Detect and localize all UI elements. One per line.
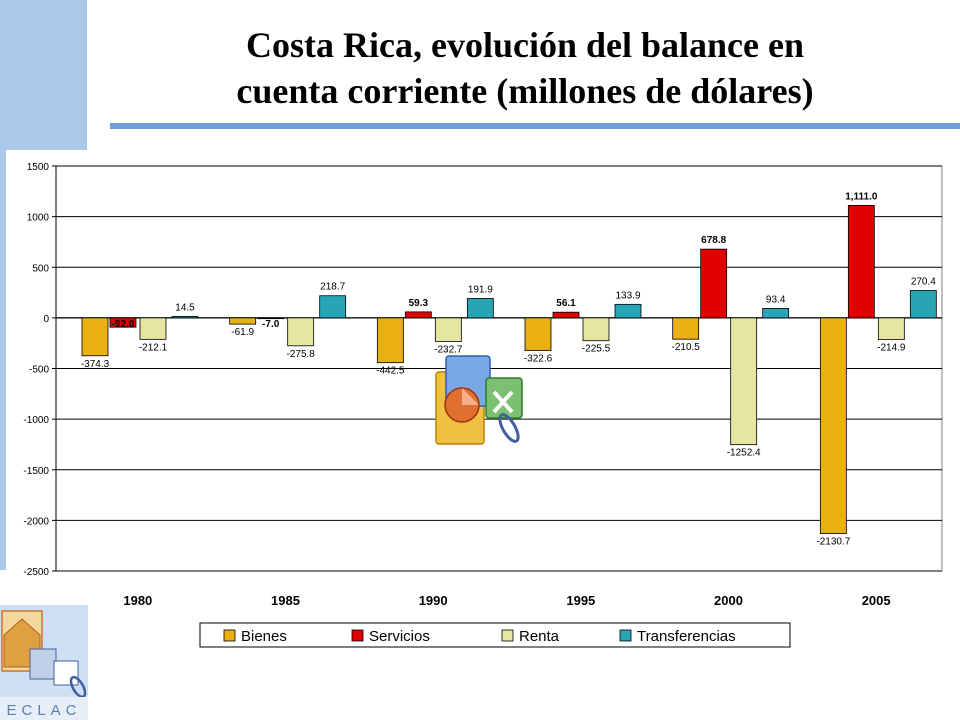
bar-transferencias-1995 — [614, 303, 642, 319]
bar-bienes-1980 — [81, 317, 109, 357]
data-label: -61.9 — [231, 327, 254, 338]
bar-servicios-1995 — [552, 311, 580, 319]
bar-transferencias-2005 — [909, 290, 937, 319]
legend-label-bienes: Bienes — [241, 628, 287, 645]
slide-title-line-1: Costa Rica, evolución del balance en — [246, 25, 804, 65]
chart-data-labels: -374.3 -61.9 -442.5 -322.6 -210.5 -2130.7 -92.… — [81, 191, 936, 547]
data-label: -212.1 — [139, 342, 168, 353]
data-label: 59.3 — [409, 298, 429, 309]
chart-gridlines — [55, 165, 943, 572]
legend-label-servicios: Servicios — [369, 628, 430, 645]
data-label: 1,111.0 — [845, 191, 878, 202]
bar-renta-1980 — [139, 317, 167, 340]
data-label: -92.0 — [112, 319, 135, 330]
y-tick-label: -500 — [29, 365, 49, 376]
bar-servicios-2005 — [847, 204, 875, 319]
legend-label-transferencias: Transferencias — [637, 628, 736, 645]
y-tick-label: 0 — [43, 314, 49, 325]
bar-bienes-1995 — [524, 317, 552, 351]
bar-bienes-2000 — [672, 317, 700, 340]
bar-bienes-2005 — [819, 317, 847, 535]
data-label: 56.1 — [556, 298, 576, 309]
title-underline — [110, 123, 960, 129]
y-tick-label: 1500 — [27, 162, 50, 173]
bar-renta-1990 — [434, 317, 462, 342]
y-tick-label: 1000 — [27, 213, 50, 224]
chart-bars — [81, 204, 937, 535]
eclac-logo-text: ECLAC — [6, 702, 81, 719]
data-label: -442.5 — [376, 366, 405, 377]
x-category-label: 1995 — [566, 593, 595, 608]
x-category-label: 2005 — [862, 593, 891, 608]
bar-renta-2000 — [730, 317, 758, 446]
bar-servicios-1990 — [404, 311, 432, 319]
bar-bienes-1985 — [229, 317, 257, 325]
left-decorative-band — [0, 0, 87, 150]
bar-transferencias-1980 — [171, 316, 199, 319]
legend-swatch-transferencias — [619, 629, 632, 642]
data-label: -210.5 — [671, 342, 700, 353]
y-tick-label: -1000 — [23, 415, 49, 426]
data-label: 14.5 — [175, 302, 195, 313]
data-label: 93.4 — [766, 294, 786, 305]
legend-swatch-renta — [501, 629, 514, 642]
data-label: -214.9 — [877, 343, 906, 354]
data-label: -1252.4 — [727, 448, 761, 459]
chart-x-axis: 1980 1985 1990 1995 2000 2005 — [123, 593, 890, 608]
x-category-label: 1985 — [271, 593, 300, 608]
bar-chart: 1500 1000 500 0 -500 -1000 -1500 -2000 -2500 -37… — [23, 162, 943, 648]
bar-renta-1985 — [287, 317, 315, 347]
data-label: -7.0 — [262, 319, 280, 330]
legend-swatch-servicios — [351, 629, 364, 642]
data-label: -2130.7 — [816, 537, 850, 548]
bar-renta-2005 — [877, 317, 905, 341]
data-label: 270.4 — [911, 276, 936, 287]
slide-title: Costa Rica, evolución del balance en cue… — [100, 22, 950, 114]
x-category-label: 2000 — [714, 593, 743, 608]
chart-y-axis: 1500 1000 500 0 -500 -1000 -1500 -2000 -2500 — [23, 162, 942, 578]
bar-renta-1995 — [582, 317, 610, 342]
data-label: 678.8 — [701, 235, 726, 246]
bar-bienes-1990 — [376, 317, 404, 364]
y-tick-label: -2500 — [23, 567, 49, 578]
bar-servicios-1980 — [109, 317, 137, 328]
x-category-label: 1980 — [123, 593, 152, 608]
data-label: -275.8 — [286, 349, 315, 360]
legend-box — [199, 622, 791, 648]
office-icon-watermark — [435, 355, 523, 445]
slide-title-line-2: cuenta corriente (millones de dólares) — [236, 71, 814, 111]
data-label: 133.9 — [615, 290, 640, 301]
left-decorative-strip — [0, 150, 6, 570]
bar-transferencias-1985 — [319, 295, 347, 319]
legend-label-renta: Renta — [519, 628, 560, 645]
data-label: 218.7 — [320, 282, 345, 293]
eclac-logo: ECLAC — [0, 605, 88, 720]
data-label: -374.3 — [81, 359, 110, 370]
data-label: -232.7 — [434, 344, 463, 355]
bar-servicios-2000 — [700, 248, 728, 319]
chart-legend: Bienes Servicios Renta Transferencias — [199, 622, 791, 648]
legend-swatch-bienes — [223, 629, 236, 642]
data-label: 191.9 — [468, 284, 493, 295]
data-label: -225.5 — [582, 344, 611, 355]
bar-transferencias-2000 — [762, 308, 790, 319]
x-category-label: 1990 — [419, 593, 448, 608]
data-label: -322.6 — [524, 354, 553, 365]
y-tick-label: -2000 — [23, 516, 49, 527]
bar-servicios-1985 — [257, 317, 285, 320]
y-tick-label: 500 — [32, 263, 49, 274]
y-tick-label: -1500 — [23, 466, 49, 477]
bar-transferencias-1990 — [466, 298, 494, 319]
